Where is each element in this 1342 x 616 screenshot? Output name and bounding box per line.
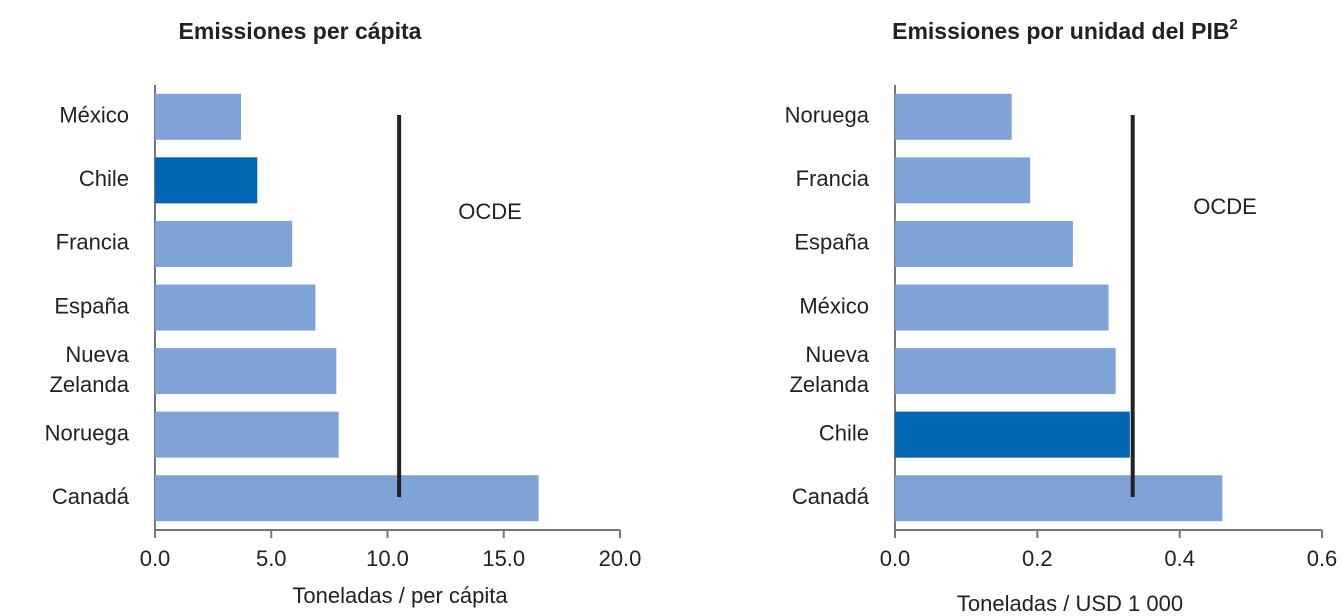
bar <box>155 157 258 204</box>
bar <box>895 220 1073 267</box>
y-tick-label: Canadá <box>52 484 130 509</box>
chart-title: Emissiones por unidad del PIB2 <box>892 16 1238 44</box>
x-axis-label: Toneladas / USD 1 000 <box>957 591 1183 616</box>
y-tick-label: Canadá <box>792 484 870 509</box>
bar <box>155 220 293 267</box>
bar <box>895 93 1012 140</box>
label-line: Nueva <box>65 342 129 367</box>
y-tick-label: Nueva Zelanda <box>789 342 869 397</box>
x-tick-label: 0.0 <box>880 546 911 571</box>
y-tick-label: Nueva Zelanda <box>49 342 129 397</box>
bar <box>895 348 1116 395</box>
y-tick-label: Chile <box>79 166 129 191</box>
y-tick-label: México <box>59 103 129 128</box>
x-tick-label: 0.2 <box>1022 546 1053 571</box>
y-tick-label: España <box>794 230 869 255</box>
y-tick-label: Chile <box>819 420 869 445</box>
reference-label: OCDE <box>1193 194 1257 219</box>
title-text: Emissiones per cápita <box>179 18 422 44</box>
reference-label: OCDE <box>458 199 522 224</box>
x-tick-label: 10.0 <box>366 546 409 571</box>
y-tick-label: Francia <box>796 166 870 191</box>
x-tick-label: 0.6 <box>1307 546 1338 571</box>
title-note: 2 <box>1230 16 1238 33</box>
label-line: Nueva <box>805 342 869 367</box>
bar <box>155 93 242 140</box>
bar <box>155 348 337 395</box>
title-text: Emissiones por unidad del PIB <box>892 18 1229 44</box>
x-tick-label: 15.0 <box>482 546 525 571</box>
bar <box>895 284 1109 331</box>
y-tick-label: Noruega <box>45 420 130 445</box>
x-tick-label: 0.4 <box>1164 546 1195 571</box>
bar <box>895 157 1031 204</box>
chart-title: Emissiones per cápita <box>179 18 422 44</box>
label-line: Zelanda <box>789 372 869 397</box>
bar <box>895 411 1130 458</box>
label-line: Zelanda <box>49 372 129 397</box>
y-tick-label: Noruega <box>785 103 870 128</box>
x-tick-label: 0.0 <box>140 546 171 571</box>
bar <box>155 411 339 458</box>
bar <box>155 284 316 331</box>
x-axis-label: Toneladas / per cápita <box>292 583 508 608</box>
x-tick-label: 20.0 <box>599 546 642 571</box>
x-tick-label: 5.0 <box>256 546 287 571</box>
y-tick-label: Francia <box>56 230 130 255</box>
y-tick-label: España <box>54 293 129 318</box>
y-tick-label: México <box>799 293 869 318</box>
bar <box>155 475 539 522</box>
bar <box>895 475 1223 522</box>
